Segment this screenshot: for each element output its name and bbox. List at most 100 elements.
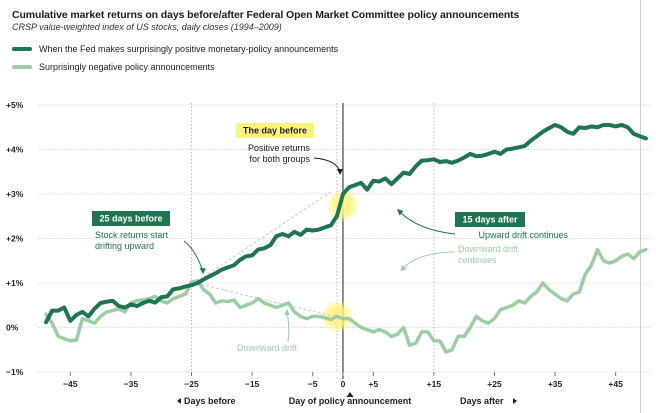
data-point [45, 313, 47, 316]
series-line-positive [44, 123, 648, 325]
data-point [257, 248, 260, 251]
data-point [45, 321, 47, 324]
data-point [87, 319, 90, 322]
annotation-downward-continues-arrow [402, 251, 456, 269]
annotation-day-before-text: for both groups [249, 154, 310, 164]
x-tick-label: +35 [548, 379, 563, 389]
data-point [117, 307, 120, 310]
data-point [529, 139, 532, 142]
data-point [596, 126, 599, 129]
data-point [190, 284, 193, 287]
data-point [329, 224, 332, 227]
x-tick-label: +25 [487, 379, 502, 389]
data-point [342, 317, 344, 320]
data-point [251, 302, 253, 304]
data-point [336, 215, 338, 218]
data-point [81, 317, 84, 320]
data-point [287, 235, 290, 238]
data-point [554, 293, 556, 296]
data-point [293, 230, 296, 233]
data-point [148, 299, 150, 302]
data-point [517, 299, 520, 302]
trend-guide-up [191, 191, 332, 286]
annotation-downward-continues-text: continues [458, 255, 497, 265]
data-point [572, 293, 575, 296]
data-point [560, 126, 563, 129]
data-point [348, 317, 350, 320]
legend-item-negative: Surprisingly negative policy announcemen… [12, 60, 215, 74]
data-point [99, 302, 102, 304]
data-point [542, 282, 544, 284]
x-tick-label: 0 [341, 379, 346, 389]
y-tick-label: +2% [6, 234, 24, 244]
data-point [269, 244, 272, 247]
annotation-25-days-before-text: Stock returns start [95, 230, 169, 240]
data-point [620, 124, 623, 126]
data-point [390, 335, 393, 338]
data-point [69, 319, 72, 322]
data-point [451, 348, 453, 351]
annotation-25-days-before-arrow [183, 240, 204, 273]
x-tick-label: +45 [608, 379, 623, 389]
data-point [408, 344, 411, 347]
data-point [445, 160, 447, 162]
series-line-negative [44, 247, 648, 354]
data-point [299, 234, 302, 236]
data-point [596, 248, 599, 251]
data-point [457, 159, 459, 162]
data-point [323, 226, 326, 229]
data-point [281, 233, 284, 235]
data-point [378, 180, 381, 183]
data-point [475, 155, 478, 158]
data-point [614, 259, 617, 262]
data-point [614, 125, 617, 128]
x-tick-label: −35 [124, 379, 139, 389]
data-point [166, 302, 169, 304]
data-point [239, 306, 241, 309]
data-point [554, 124, 556, 126]
data-point [311, 315, 314, 318]
data-point [269, 304, 272, 307]
data-point [105, 300, 108, 303]
data-point [372, 179, 375, 182]
legend-swatch-positive [12, 47, 32, 51]
data-point [578, 291, 581, 293]
data-point [548, 127, 550, 130]
data-point [123, 311, 126, 313]
annotation-25-days-before-arrowhead [199, 268, 206, 274]
data-point [178, 295, 181, 298]
data-point [590, 264, 593, 267]
data-point [208, 275, 211, 278]
trend-guide-down [191, 281, 344, 320]
data-point [542, 130, 544, 133]
data-point [184, 293, 187, 296]
data-point [645, 248, 647, 251]
data-point [432, 339, 435, 342]
data-point [81, 311, 84, 313]
data-point [499, 153, 502, 155]
data-point [402, 326, 405, 329]
data-point [275, 235, 278, 238]
data-point [305, 228, 308, 231]
data-point [154, 301, 157, 304]
data-point [275, 306, 278, 309]
x-label-days-after: Days after [460, 396, 504, 406]
data-point [432, 158, 435, 161]
data-point [69, 339, 72, 342]
data-point [111, 309, 114, 312]
data-point [214, 302, 217, 304]
data-point [263, 247, 266, 250]
data-point [354, 184, 356, 187]
data-point [384, 177, 387, 180]
data-point [535, 291, 538, 293]
y-tick-label: +1% [6, 278, 24, 288]
x-label-days-before: Days before [184, 396, 236, 406]
data-point [523, 145, 526, 147]
data-point [311, 229, 314, 232]
data-point [414, 342, 417, 344]
data-point [451, 161, 453, 164]
data-point [511, 147, 514, 150]
data-point [117, 305, 120, 308]
data-point [220, 268, 223, 271]
data-point [493, 150, 496, 153]
